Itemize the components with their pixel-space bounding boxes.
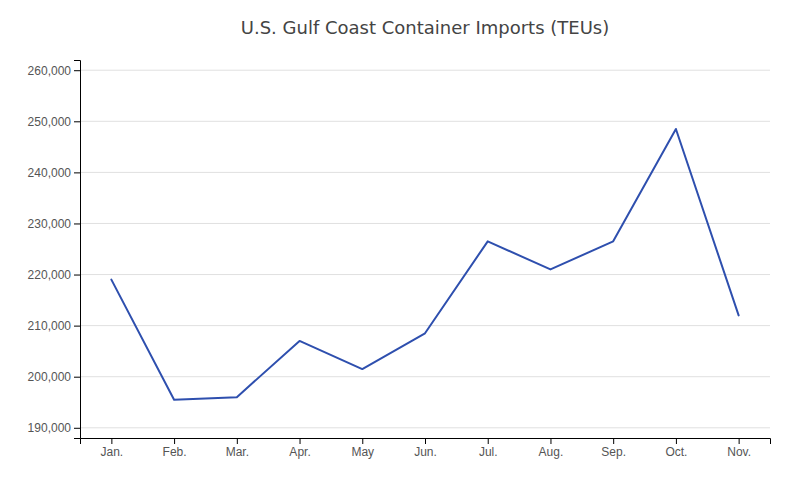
x-tick-mark bbox=[362, 438, 363, 444]
x-tick-label: Nov. bbox=[727, 445, 751, 459]
y-tick-label: 230,000 bbox=[28, 217, 72, 231]
line bbox=[111, 129, 738, 400]
y-tick-mark bbox=[74, 428, 80, 429]
x-tick-label: Jul. bbox=[479, 445, 498, 459]
y-tick-mark bbox=[74, 70, 80, 71]
y-tick: 220,000 bbox=[28, 268, 80, 282]
x-tick-label: Apr. bbox=[289, 445, 310, 459]
grid-line bbox=[80, 274, 770, 275]
x-tick-label: May bbox=[351, 445, 374, 459]
y-tick: 210,000 bbox=[28, 319, 80, 333]
x-tick-label: Jun. bbox=[414, 445, 437, 459]
y-tick: 240,000 bbox=[28, 166, 80, 180]
x-tick-mark bbox=[300, 438, 301, 444]
x-tick: Oct. bbox=[665, 438, 687, 459]
x-axis: Jan. Feb. Mar. Apr. May Jun. Jul. Aug. Sep. Oct. N… bbox=[81, 438, 771, 459]
grid-line bbox=[80, 172, 770, 173]
x-tick: Jul. bbox=[479, 438, 498, 459]
y-tick: 250,000 bbox=[28, 115, 80, 129]
x-tick-mark bbox=[488, 438, 489, 444]
grid-line bbox=[80, 70, 770, 71]
y-tick: 200,000 bbox=[28, 370, 80, 384]
x-tick-mark bbox=[425, 438, 426, 444]
plot-area: 190,000 200,000 210,000 220,000 230,000 240,0… bbox=[28, 61, 771, 459]
x-tick: Jun. bbox=[414, 438, 437, 459]
x-tick: Mar. bbox=[226, 438, 249, 459]
y-tick-mark bbox=[74, 223, 80, 224]
y-tick-label: 250,000 bbox=[28, 115, 72, 129]
y-tick-label: 190,000 bbox=[28, 421, 72, 435]
chart-container: 190,000 200,000 210,000 220,000 230,000 240,0… bbox=[0, 0, 800, 480]
grid-line bbox=[80, 121, 770, 122]
grid-line bbox=[80, 427, 770, 428]
x-axis-line bbox=[81, 439, 771, 445]
x-tick-mark bbox=[111, 438, 112, 444]
x-tick-mark bbox=[174, 438, 175, 444]
y-tick-mark bbox=[74, 121, 80, 122]
y-tick-label: 240,000 bbox=[28, 166, 72, 180]
y-tick-mark bbox=[74, 377, 80, 378]
x-tick-mark bbox=[676, 438, 677, 444]
x-tick: Feb. bbox=[163, 438, 187, 459]
x-tick-mark bbox=[550, 438, 551, 444]
y-tick: 230,000 bbox=[28, 217, 80, 231]
series-group bbox=[111, 129, 738, 400]
y-tick-label: 260,000 bbox=[28, 64, 72, 78]
x-tick-label: Mar. bbox=[226, 445, 249, 459]
grid-line bbox=[80, 376, 770, 377]
grid bbox=[80, 70, 770, 428]
grid-line bbox=[80, 223, 770, 224]
x-tick: Jan. bbox=[101, 438, 124, 459]
y-axis: 190,000 200,000 210,000 220,000 230,000 240,0… bbox=[28, 61, 81, 439]
x-tick-label: Aug. bbox=[539, 445, 564, 459]
x-tick-label: Feb. bbox=[163, 445, 187, 459]
x-tick-mark bbox=[739, 438, 740, 444]
y-axis-line bbox=[74, 61, 81, 439]
x-tick-mark bbox=[613, 438, 614, 444]
y-tick: 190,000 bbox=[28, 421, 80, 435]
title: U.S. Gulf Coast Container Imports (TEUs) bbox=[241, 17, 609, 38]
y-tick-mark bbox=[74, 172, 80, 173]
background bbox=[0, 0, 800, 480]
x-tick: Sep. bbox=[601, 438, 626, 459]
x-tick: Aug. bbox=[539, 438, 564, 459]
x-tick-label: Jan. bbox=[101, 445, 124, 459]
x-tick-label: Sep. bbox=[601, 445, 626, 459]
y-tick-label: 200,000 bbox=[28, 370, 72, 384]
x-tick: Apr. bbox=[289, 438, 310, 459]
y-tick-mark bbox=[74, 326, 80, 327]
x-tick-label: Oct. bbox=[665, 445, 687, 459]
y-tick-label: 220,000 bbox=[28, 268, 72, 282]
x-tick: May bbox=[351, 438, 374, 459]
grid-line bbox=[80, 325, 770, 326]
y-tick-mark bbox=[74, 275, 80, 276]
chart-svg: 190,000 200,000 210,000 220,000 230,000 240,0… bbox=[0, 0, 800, 480]
y-tick-label: 210,000 bbox=[28, 319, 72, 333]
x-tick: Nov. bbox=[727, 438, 751, 459]
x-tick-mark bbox=[237, 438, 238, 444]
y-tick: 260,000 bbox=[28, 64, 80, 78]
